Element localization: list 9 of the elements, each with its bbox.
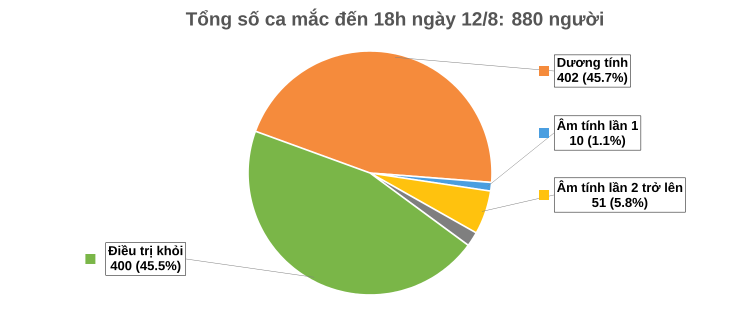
legend-label: Âm tính lần 1: [557, 118, 638, 130]
data-label: 402 (45.7%): [557, 72, 628, 85]
data-label: 400 (45.5%): [110, 260, 180, 273]
legend-label: Điều trị khỏi: [108, 245, 182, 258]
chart-title: Tổng số ca mắc đến 18h ngày 12/8: 880 người: [186, 8, 603, 30]
legend-label: Dương tính: [558, 57, 628, 70]
data-label: 51 (5.8%): [592, 198, 648, 210]
data-label: 10 (1.1%): [570, 136, 626, 148]
legend-label: Âm tính lần 2 trở lên: [557, 180, 682, 192]
